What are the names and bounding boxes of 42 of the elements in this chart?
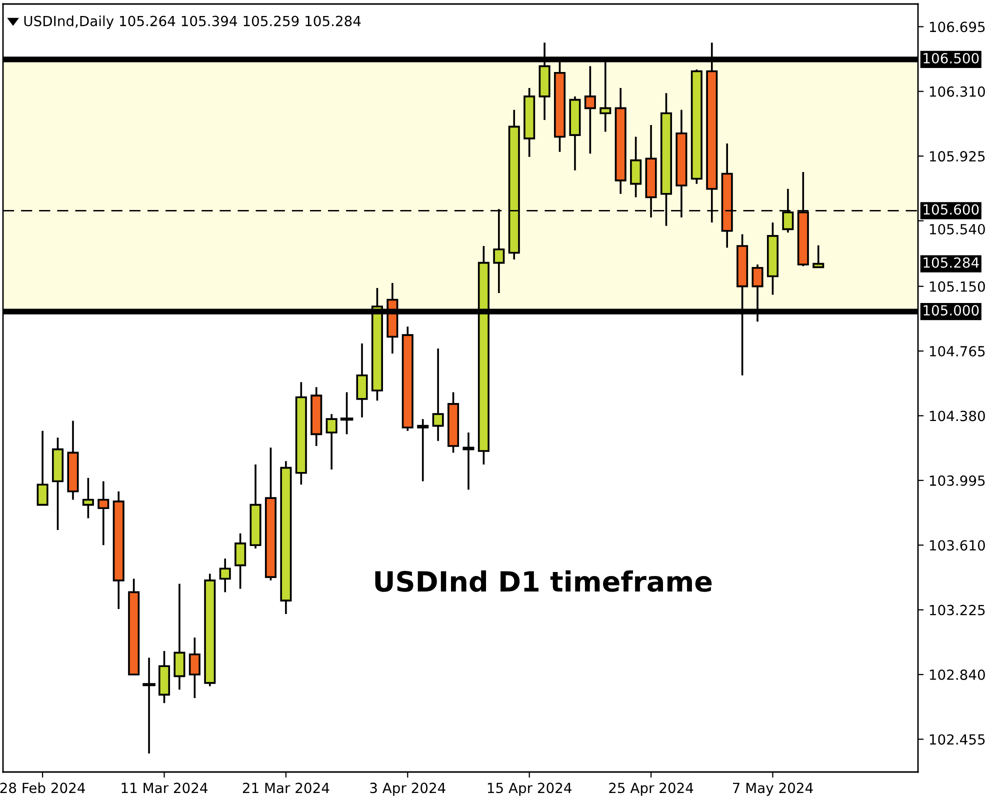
candlestick (462, 432, 474, 491)
y-tick-label: 104.765 (930, 346, 985, 357)
y-tick-label: 102.840 (930, 670, 985, 680)
candlestick (188, 636, 200, 699)
ref-line-label: 105.600 (924, 204, 979, 215)
annotation: USDInd D1 timeframe (375, 570, 712, 592)
ref-line-label: 106.500 (924, 52, 979, 64)
candlestick (812, 244, 824, 269)
x-tick-label: 11 Mar 2024 (122, 782, 208, 794)
candlestick (432, 348, 444, 442)
candlestick (630, 136, 642, 198)
y-tick-label: 106.695 (930, 22, 985, 32)
candlestick (584, 65, 596, 154)
candlestick (340, 391, 354, 436)
candlestick (417, 418, 429, 482)
candlestick (174, 582, 186, 691)
candlestick (36, 430, 48, 506)
y-tick-label: 102.455 (930, 734, 985, 745)
x-tick-label: 28 Feb 2024 (0, 782, 85, 794)
y-tick-label: 105.540 (930, 224, 985, 234)
y-tick-label: 104.380 (930, 410, 985, 422)
ref-line-label: 105.000 (924, 305, 979, 316)
y-tick-label: 103.225 (930, 604, 985, 616)
candlestick (142, 656, 156, 754)
y-tick-label: 106.310 (930, 86, 985, 97)
candlestick (82, 477, 94, 520)
x-tick-label: 7 May 2024 (733, 782, 813, 796)
y-tick-label: 103.610 (930, 540, 985, 551)
text: 105.284 (924, 257, 979, 268)
y-tick-label: 105.925 (930, 151, 985, 162)
candlestick (98, 480, 110, 546)
candlestick (326, 413, 338, 470)
candlestick (234, 532, 246, 590)
y-tick-label: 103.995 (930, 475, 985, 486)
candlestick (356, 342, 368, 418)
x-tick-label: 25 Apr 2024 (609, 782, 694, 796)
x-tick-label: 3 Apr 2024 (370, 782, 446, 796)
y-tick-label: 105.150 (930, 281, 985, 292)
x-tick-label: 21 Mar 2024 (242, 782, 330, 794)
text: USDInd,Daily 105.264 105.394 105.259 105.284 (24, 16, 361, 29)
x-tick-label: 15 Apr 2024 (488, 782, 572, 796)
candlestick (219, 558, 231, 594)
